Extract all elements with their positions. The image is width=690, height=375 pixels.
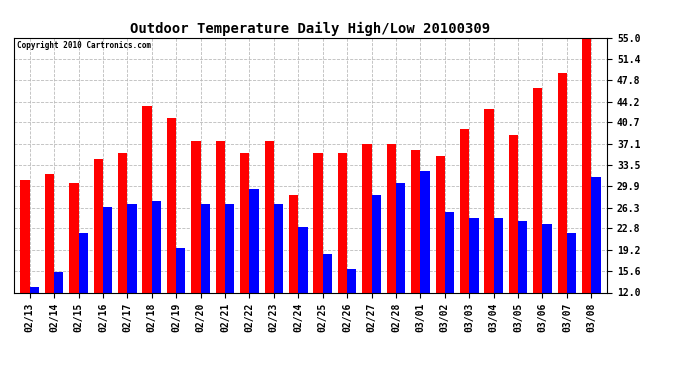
Bar [118, 153, 128, 364]
Bar [567, 233, 576, 364]
Bar [289, 195, 298, 364]
Title: Outdoor Temperature Daily High/Low 20100309: Outdoor Temperature Daily High/Low 20100… [130, 22, 491, 36]
Bar [591, 177, 600, 364]
Bar [79, 233, 88, 364]
Bar [542, 224, 552, 364]
Bar [533, 88, 542, 364]
Bar [313, 153, 323, 364]
Bar [323, 254, 332, 364]
Bar [103, 207, 112, 364]
Bar [396, 183, 405, 364]
Bar [128, 204, 137, 364]
Bar [298, 227, 308, 364]
Bar [69, 183, 79, 364]
Bar [274, 204, 283, 364]
Bar [94, 159, 103, 364]
Bar [558, 73, 567, 364]
Bar [509, 135, 518, 364]
Bar [54, 272, 63, 364]
Bar [411, 150, 420, 364]
Bar [45, 174, 54, 364]
Bar [216, 141, 225, 364]
Bar [371, 195, 381, 364]
Bar [191, 141, 201, 364]
Bar [445, 213, 454, 364]
Bar [264, 141, 274, 364]
Bar [167, 117, 176, 364]
Bar [484, 109, 493, 364]
Bar [435, 156, 445, 364]
Bar [225, 204, 235, 364]
Bar [143, 106, 152, 364]
Bar [582, 38, 591, 364]
Bar [250, 189, 259, 364]
Bar [21, 180, 30, 364]
Bar [201, 204, 210, 364]
Bar [240, 153, 250, 364]
Bar [152, 201, 161, 364]
Bar [493, 218, 503, 364]
Bar [518, 221, 527, 364]
Bar [469, 218, 478, 364]
Bar [460, 129, 469, 364]
Bar [30, 286, 39, 364]
Bar [386, 144, 396, 364]
Bar [420, 171, 430, 364]
Bar [338, 153, 347, 364]
Bar [347, 269, 357, 364]
Text: Copyright 2010 Cartronics.com: Copyright 2010 Cartronics.com [17, 41, 151, 50]
Bar [176, 248, 186, 364]
Bar [362, 144, 371, 364]
